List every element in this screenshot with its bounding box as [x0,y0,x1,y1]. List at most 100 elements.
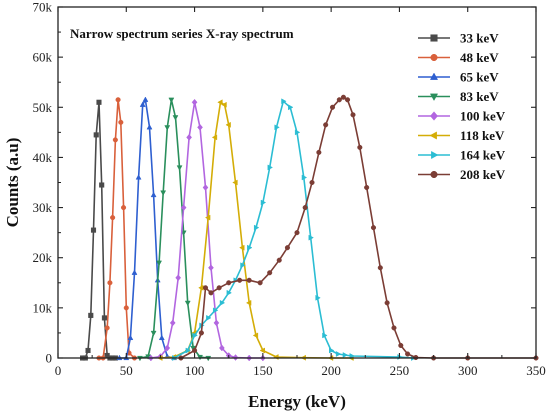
data-point [245,299,252,306]
data-point [247,244,253,251]
data-point [192,332,198,339]
legend-label: 100 keV [460,109,506,124]
legend-marker [430,53,438,62]
data-point [115,97,121,103]
data-point [226,289,232,296]
series-65-kev [116,96,178,361]
x-tick-label: 150 [253,363,273,378]
data-point [208,264,214,272]
data-point [135,174,142,180]
data-point [208,290,214,296]
data-point [276,257,282,263]
y-tick-label: 30k [33,200,53,215]
data-point [213,319,220,327]
data-point [96,99,102,105]
legend-item: 48 keV [418,50,499,65]
legend-label: 83 keV [460,89,499,104]
data-point [221,101,227,108]
data-point [212,307,219,314]
x-tick-label: 100 [185,363,205,378]
data-point [164,125,171,131]
data-point [93,132,99,138]
data-point [259,347,265,354]
x-tick-label: 0 [55,363,62,378]
data-point [267,164,273,171]
data-point [329,104,336,110]
data-point [169,319,176,327]
data-point [219,299,226,306]
data-point [206,314,212,321]
data-point [168,97,175,104]
legend-label: 118 keV [460,128,505,143]
x-tick-label: 350 [526,363,546,378]
chart-title: Narrow spectrum series X-ray spectrum [70,26,294,41]
data-point [118,119,124,125]
data-point [342,352,349,358]
data-point [246,277,252,283]
legend-item: 118 keV [418,128,505,143]
data-point [131,269,138,275]
data-point [349,353,355,359]
data-point [294,230,300,236]
data-point [308,234,314,241]
data-point [357,144,363,150]
data-point [184,300,191,307]
data-point [340,94,346,100]
legend-label: 208 keV [460,167,506,182]
data-point [288,104,294,111]
data-point [384,300,390,306]
data-point [315,294,321,301]
data-point [217,99,223,106]
data-point [104,325,110,331]
data-point [309,179,315,186]
data-point [150,191,157,198]
legend-marker [430,111,438,121]
series-line [82,101,116,359]
data-point [198,330,204,336]
plot-area [80,94,539,362]
data-point [364,184,370,191]
y-tick-label: 70k [33,0,53,15]
data-point [344,97,351,103]
x-tick-label: 50 [120,363,133,378]
data-point [202,184,209,191]
data-point [322,332,328,339]
data-point [257,280,263,286]
series-line [99,99,136,359]
data-point [294,129,301,136]
legend-item: 208 keV [418,167,506,182]
data-point [176,165,183,171]
legend-marker [429,72,439,80]
data-point [225,121,231,128]
y-axis-title: Counts (a.u) [3,138,22,228]
data-point [90,227,97,233]
data-point [107,280,113,286]
data-point [172,115,179,121]
data-point [88,312,94,318]
legend-label: 33 keV [460,31,499,46]
legend-label: 48 keV [460,50,499,65]
data-point [284,245,290,251]
y-tick-label: 60k [33,50,53,65]
data-point [237,277,243,283]
data-point [99,182,105,188]
data-point [302,205,308,211]
data-point [197,123,203,131]
data-point [146,124,153,130]
legend-marker [430,34,438,42]
data-point [142,96,149,102]
data-point [85,347,91,354]
data-point [216,285,222,291]
data-point [350,112,356,118]
data-point [336,97,342,103]
y-tick-label: 10k [33,300,53,315]
y-tick-label: 50k [33,100,53,115]
data-point [253,224,260,231]
data-point [267,270,273,276]
legend-marker [429,93,439,101]
legend-label: 65 keV [460,70,499,85]
data-point [219,344,225,352]
data-point [226,280,232,286]
data-point [175,274,182,282]
data-point [316,149,322,155]
